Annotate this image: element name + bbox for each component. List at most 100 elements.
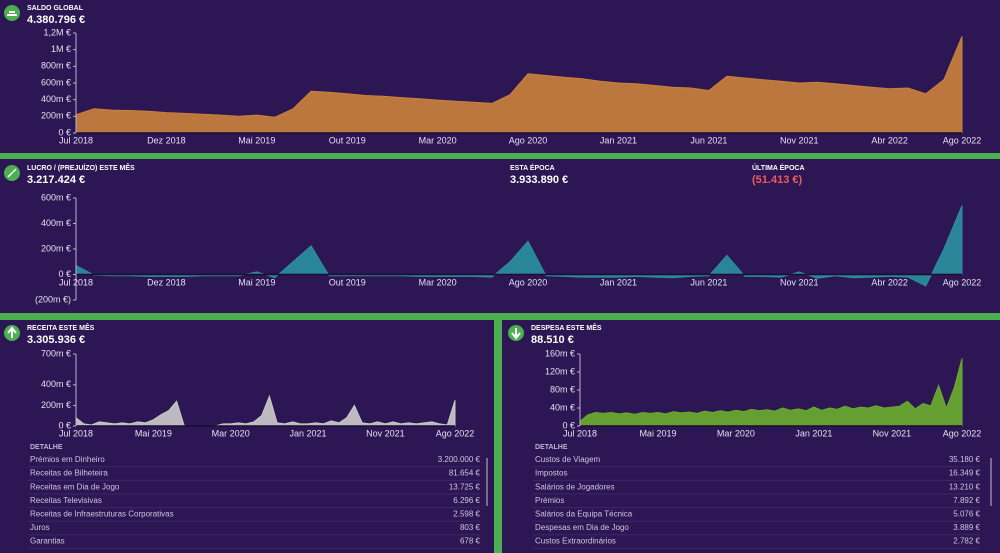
y-tick-label: 800m € bbox=[41, 61, 71, 71]
x-tick-label: Mai 2019 bbox=[135, 428, 172, 438]
detail-name: Juros bbox=[30, 523, 50, 532]
detail-amount: 3.200.000 € bbox=[438, 455, 481, 464]
y-tick-label: 120m € bbox=[545, 366, 575, 376]
y-tick-label: 0 € bbox=[58, 269, 71, 279]
detail-name: Impostos bbox=[535, 469, 567, 478]
detail-name: Salários de Jogadores bbox=[535, 482, 615, 491]
x-tick-label: Jun 2021 bbox=[690, 135, 727, 145]
detail-amount: 3.889 € bbox=[953, 523, 980, 532]
stat-label: ESTA ÉPOCA bbox=[510, 163, 555, 172]
x-tick-label: Nov 2021 bbox=[366, 428, 405, 438]
detail-amount: 5.076 € bbox=[953, 510, 980, 519]
detail-name: Receitas de Infraestruturas Corporativas bbox=[30, 510, 174, 519]
detail-name: Salários da Equipa Técnica bbox=[535, 510, 633, 519]
stat-label: ÚLTIMA ÉPOCA bbox=[752, 163, 805, 172]
panel bbox=[502, 320, 1000, 553]
area bbox=[579, 358, 963, 427]
detail-name: Receitas em Dia de Jogo bbox=[30, 482, 120, 491]
panel-title: RECEITA ESTE MÊS bbox=[27, 323, 95, 332]
icon bbox=[4, 325, 20, 341]
y-tick-label: 700m € bbox=[41, 348, 71, 358]
x-tick-label: Nov 2021 bbox=[873, 428, 912, 438]
detail-name: Receitas de Bilheteira bbox=[30, 469, 108, 478]
x-tick-label: Out 2019 bbox=[329, 277, 366, 287]
detail-amount: 2.782 € bbox=[953, 537, 980, 546]
stat-value: 3.933.890 € bbox=[510, 174, 568, 186]
x-tick-label: Ago 2022 bbox=[943, 277, 982, 287]
x-tick-label: Mar 2020 bbox=[419, 277, 457, 287]
x-tick-label: Jan 2021 bbox=[795, 428, 832, 438]
area bbox=[75, 394, 456, 427]
y-tick-label: 200m € bbox=[41, 111, 71, 121]
y-tick-label: 0 € bbox=[58, 420, 71, 430]
detail-name: Receitas Televisivas bbox=[30, 496, 102, 505]
x-tick-label: Jul 2018 bbox=[59, 428, 93, 438]
panel-amount: 88.510 € bbox=[531, 334, 574, 346]
area bbox=[75, 36, 963, 134]
detail-name: Prémios em Dinheiro bbox=[30, 455, 105, 464]
scrollbar[interactable] bbox=[486, 458, 488, 506]
detail-amount: 2.598 € bbox=[453, 510, 480, 519]
x-tick-label: Jan 2021 bbox=[290, 428, 327, 438]
detail-amount: 7.892 € bbox=[953, 496, 980, 505]
x-tick-label: Abr 2022 bbox=[871, 135, 908, 145]
x-tick-label: Nov 2021 bbox=[780, 277, 819, 287]
y-tick-label: 600m € bbox=[41, 192, 71, 202]
panel-title: SALDO GLOBAL bbox=[27, 5, 84, 12]
x-tick-label: Ago 2020 bbox=[509, 277, 548, 287]
stat-value: (51.413 €) bbox=[752, 174, 802, 186]
x-tick-label: Mai 2019 bbox=[238, 277, 275, 287]
panel-amount: 4.380.796 € bbox=[27, 14, 85, 26]
y-tick-label: 400m € bbox=[41, 94, 71, 104]
panel bbox=[0, 320, 494, 553]
icon bbox=[508, 325, 524, 341]
y-tick-label: 200m € bbox=[41, 400, 71, 410]
detail-amount: 13.725 € bbox=[449, 482, 481, 491]
detail-amount: 16.349 € bbox=[949, 469, 981, 478]
x-tick-label: Jun 2021 bbox=[690, 277, 727, 287]
x-tick-label: Ago 2022 bbox=[436, 428, 475, 438]
y-tick-label: 0 € bbox=[562, 420, 575, 430]
panel-title: LUCRO / (PREJUÍZO) ESTE MÊS bbox=[27, 163, 135, 172]
x-tick-label: Ago 2022 bbox=[943, 428, 982, 438]
x-tick-label: Abr 2022 bbox=[871, 277, 908, 287]
y-tick-label: 200m € bbox=[41, 243, 71, 253]
panel-amount: 3.305.936 € bbox=[27, 334, 85, 346]
icon bbox=[4, 5, 20, 21]
detail-name: Prémios bbox=[535, 496, 564, 505]
x-tick-label: Mar 2020 bbox=[717, 428, 755, 438]
y-tick-label: 160m € bbox=[545, 348, 575, 358]
y-tick-label: 400m € bbox=[41, 379, 71, 389]
detail-amount: 13.210 € bbox=[949, 482, 981, 491]
detail-name: Custos de Viagem bbox=[535, 455, 601, 464]
panel-title: DESPESA ESTE MÊS bbox=[531, 323, 602, 332]
area bbox=[75, 205, 963, 287]
y-tick-label: 40m € bbox=[550, 402, 575, 412]
detail-title: DETALHE bbox=[30, 444, 63, 451]
detail-name: Custos Extraordinários bbox=[535, 537, 616, 546]
x-tick-label: Out 2019 bbox=[329, 135, 366, 145]
x-tick-label: Dez 2018 bbox=[147, 277, 186, 287]
detail-amount: 81.654 € bbox=[449, 469, 481, 478]
y-tick-label: 400m € bbox=[41, 218, 71, 228]
detail-amount: 803 € bbox=[460, 523, 481, 532]
x-tick-label: Jan 2021 bbox=[600, 135, 637, 145]
y-tick-label: (200m €) bbox=[35, 294, 71, 304]
detail-title: DETALHE bbox=[535, 444, 568, 451]
detail-amount: 35.180 € bbox=[949, 455, 981, 464]
panel bbox=[0, 159, 1000, 313]
scrollbar[interactable] bbox=[990, 458, 992, 506]
x-tick-label: Jul 2018 bbox=[563, 428, 597, 438]
detail-amount: 678 € bbox=[460, 537, 481, 546]
y-tick-label: 80m € bbox=[550, 384, 575, 394]
x-tick-label: Dez 2018 bbox=[147, 135, 186, 145]
x-tick-label: Mai 2019 bbox=[238, 135, 275, 145]
icon bbox=[4, 165, 20, 181]
x-tick-label: Ago 2020 bbox=[509, 135, 548, 145]
x-tick-label: Mar 2020 bbox=[419, 135, 457, 145]
y-tick-label: 1,2M € bbox=[43, 27, 71, 37]
x-tick-label: Ago 2022 bbox=[943, 135, 982, 145]
detail-name: Garantias bbox=[30, 537, 65, 546]
x-tick-label: Jan 2021 bbox=[600, 277, 637, 287]
